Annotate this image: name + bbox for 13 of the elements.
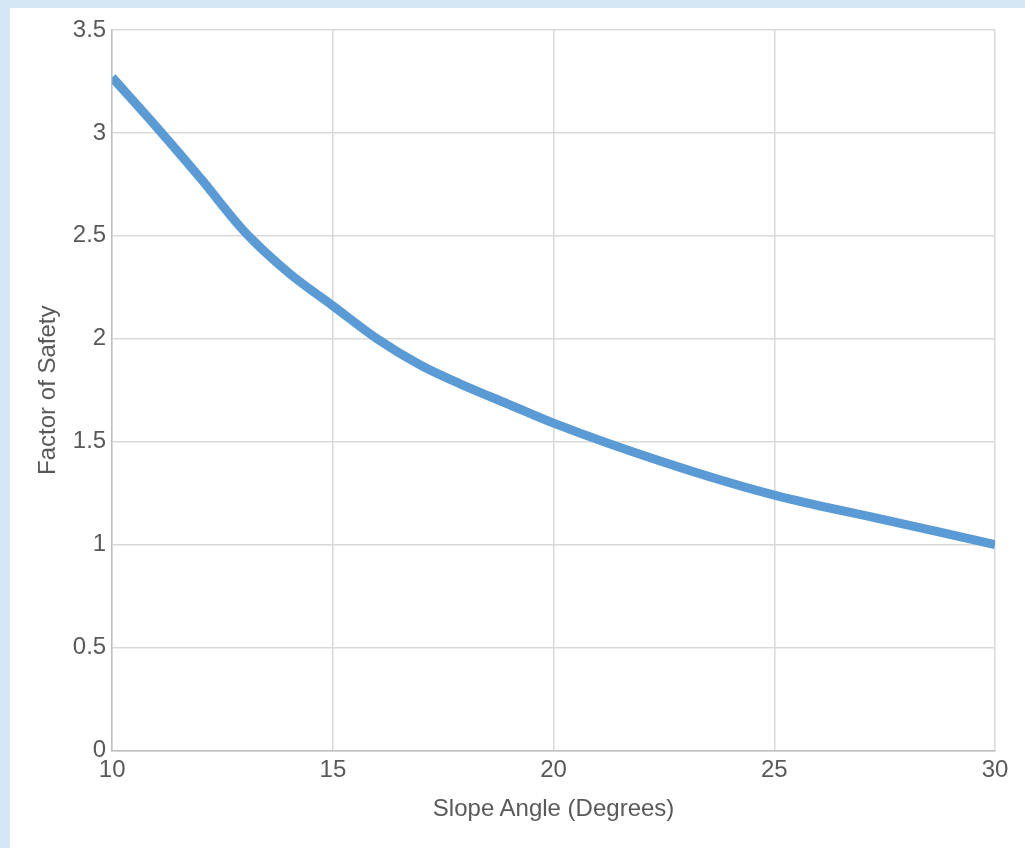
x-tick-label: 20: [540, 755, 567, 783]
x-tick-label: 25: [760, 755, 788, 783]
y-tick-label: 1: [92, 529, 107, 557]
y-tick-label: 2.5: [72, 220, 107, 248]
y-tick-label: 0.5: [72, 632, 107, 660]
x-tick-label: 30: [981, 755, 1009, 783]
y-axis-title: Factor of Safety: [33, 305, 61, 475]
x-tick-label: 15: [319, 755, 347, 783]
y-tick-label: 3.5: [72, 14, 107, 42]
y-tick-label: 3: [92, 117, 107, 145]
y-tick-label: 1.5: [72, 426, 107, 454]
y-tick-label: 2: [92, 323, 107, 351]
x-axis-title: Slope Angle (Degrees): [432, 794, 675, 822]
